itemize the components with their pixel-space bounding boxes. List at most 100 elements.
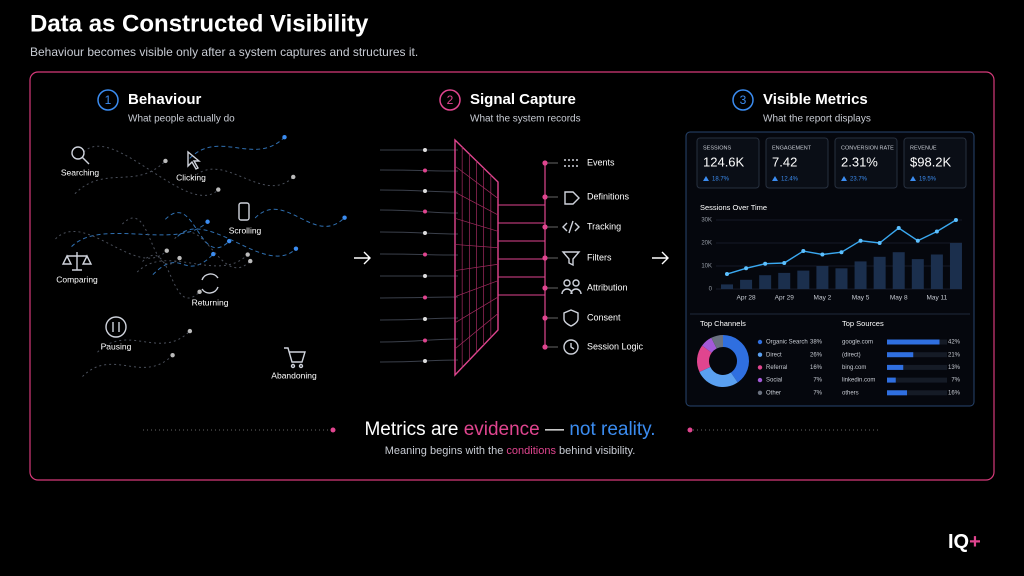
trail-dot	[211, 251, 216, 257]
step-dot	[542, 224, 548, 230]
capture-step: Attribution	[587, 282, 628, 292]
behaviour-label: Abandoning	[271, 370, 317, 380]
bar	[797, 270, 810, 289]
section-title: Behaviour	[128, 91, 202, 108]
bar	[740, 279, 753, 289]
trail-dot	[163, 158, 168, 164]
chart-title: Sessions Over Time	[700, 203, 767, 212]
step-number: 3	[740, 93, 747, 107]
up-arrow	[841, 176, 847, 181]
trail-dot	[177, 255, 182, 261]
bar	[778, 272, 791, 289]
step-number: 1	[105, 93, 112, 107]
donut-slice	[697, 345, 712, 372]
legend-value: 16%	[810, 365, 823, 371]
source-bar	[887, 339, 940, 345]
kpi-label: CONVERSION RATE	[841, 145, 894, 151]
bar	[911, 259, 924, 289]
arrow	[652, 251, 669, 265]
behaviour-label: Searching	[61, 167, 100, 177]
trail-dot	[245, 252, 250, 257]
kpi-value: 124.6K	[703, 154, 745, 169]
legend-label: Other	[766, 390, 781, 396]
trail	[122, 217, 180, 265]
logo-text: IQ	[948, 531, 969, 553]
line-point	[858, 238, 863, 243]
trail	[97, 330, 191, 353]
line-point	[934, 229, 939, 234]
y-tick-label: 0	[709, 287, 713, 293]
kpi-change: 23.7%	[850, 177, 868, 183]
signal-dot	[423, 252, 427, 257]
trail	[254, 208, 345, 227]
rule-dot	[687, 427, 693, 433]
logo: IQ+	[948, 531, 981, 553]
legend-label: Organic Search	[766, 340, 808, 346]
source-name: google.com	[842, 340, 873, 346]
signal-dot	[423, 295, 427, 300]
legend-swatch	[757, 365, 763, 370]
kpi-card	[765, 137, 829, 189]
trail-dot	[216, 187, 221, 192]
trail-dot	[291, 174, 296, 180]
source-bar	[887, 364, 904, 370]
source-name: linkedin.com	[842, 378, 875, 384]
headline: Metrics are evidence — not reality.	[364, 419, 655, 440]
kpi-change: 19.5%	[919, 177, 937, 183]
subline-emphasis: conditions	[506, 445, 556, 457]
donut-slice	[699, 366, 738, 387]
subline-part: behind visibility.	[559, 445, 635, 457]
section-subtitle: What the system records	[470, 114, 581, 125]
capture-icons	[561, 159, 582, 355]
trail-dot	[170, 352, 175, 358]
bar	[759, 275, 772, 289]
line-point	[801, 249, 806, 254]
trail	[177, 228, 297, 257]
legend-value: 7%	[813, 378, 822, 384]
signal-dot	[423, 189, 427, 193]
y-tick-label: 20K	[701, 241, 712, 247]
section-subtitle: What people actually do	[128, 114, 235, 125]
line-point	[896, 226, 901, 231]
source-name: (direct)	[842, 352, 861, 358]
line-point	[763, 261, 768, 266]
up-arrow	[772, 176, 778, 181]
dashboard-panel	[685, 131, 975, 407]
kpi-label: REVENUE	[910, 145, 937, 151]
bar	[721, 284, 733, 289]
subline-part: Meaning begins with the	[385, 445, 504, 457]
legend-value: 7%	[813, 390, 822, 396]
capture-step: Consent	[587, 312, 621, 322]
x-tick-label: Apr 29	[775, 295, 795, 302]
trail	[55, 231, 168, 259]
dashboard: SESSIONS 124.6K 18.7% ENGAGEMENT 7.42 12.4% CO…	[696, 137, 967, 396]
kpi-label: ENGAGEMENT	[772, 145, 812, 151]
rule-dot	[330, 427, 336, 433]
kpi-value: 2.31%	[841, 154, 878, 169]
legend-label: Direct	[766, 352, 782, 358]
kpi-card	[903, 137, 967, 189]
trail-dot	[205, 219, 210, 224]
capture-step: Filters	[587, 252, 612, 262]
x-tick-label: May 2	[814, 295, 832, 302]
trail	[164, 212, 230, 249]
kpi-card	[834, 137, 898, 189]
line-point	[915, 238, 920, 243]
subtitle: Behaviour becomes visible only after a s…	[30, 45, 418, 59]
kpi-change: 18.7%	[712, 177, 730, 183]
source-bar	[887, 390, 907, 396]
behaviour-label: Comparing	[56, 274, 98, 284]
signal-dot	[423, 274, 427, 278]
line-point	[839, 250, 844, 255]
kpi-value: $98.2K	[910, 154, 952, 169]
legend-label: Referral	[766, 365, 787, 371]
legend-swatch	[757, 352, 763, 357]
logo-mark: +	[969, 531, 981, 553]
up-arrow	[910, 176, 916, 181]
bar	[892, 252, 905, 289]
trail-dot	[282, 134, 287, 140]
source-bar	[887, 377, 896, 383]
source-value: 42%	[948, 340, 961, 346]
section-title: Signal Capture	[470, 91, 576, 108]
